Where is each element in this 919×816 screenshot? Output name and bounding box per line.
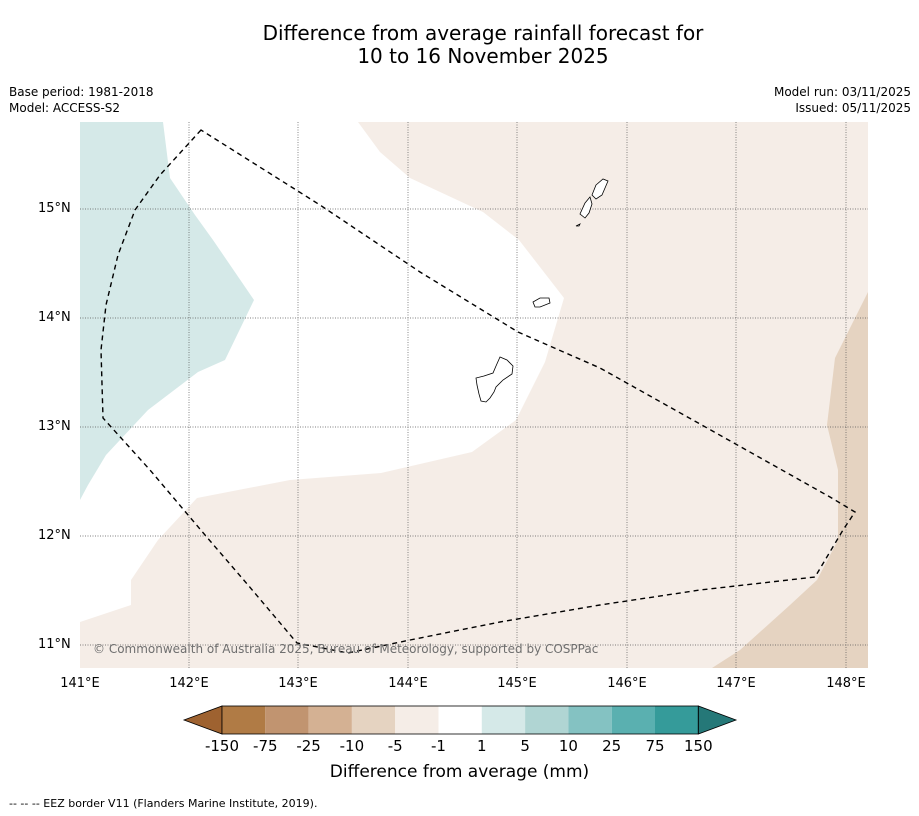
base-period: Base period: 1981-2018 [9,85,154,99]
lat-label-15n: 15°N [38,201,71,216]
model-name: Model: ACCESS-S2 [9,101,121,115]
islands [475,178,609,403]
colorbar-extend-high [697,705,738,735]
colorbar [182,705,738,735]
title-line-1: Difference from average rainfall forecas… [262,21,704,45]
colorbar-tick-label: 1 [477,737,487,755]
colorbar-swatch [568,706,612,734]
map-canvas [80,122,868,668]
colorbar-outline [221,705,699,735]
colorbar-tick-label: 150 [683,737,713,755]
map-title: Difference from average rainfall forecas… [0,22,919,68]
colorbar-swatch [611,706,655,734]
colorbar-swatch [351,706,396,734]
colorbar-tick-label: -150 [204,737,240,755]
colorbar-extend-low [182,705,223,735]
lon-label-141e: 141°E [60,676,100,691]
title-line-2: 10 to 16 November 2025 [357,44,609,68]
lon-label-142e: 142°E [169,676,209,691]
region-minus5-to-minus10 [712,292,868,668]
island-aguijan [575,223,581,227]
lat-label-12n: 12°N [38,528,71,543]
lat-label-13n: 13°N [38,419,71,434]
colorbar-swatch [222,706,266,734]
lon-label-144e: 144°E [388,676,428,691]
colorbar-swatch [395,706,439,734]
colorbar-title: Difference from average (mm) [329,762,590,782]
region-minus1-to-minus5-east [80,122,868,668]
lat-label-11n: 11°N [38,637,71,652]
graticule [80,122,868,668]
colorbar-swatch [438,706,482,734]
colorbar-tick-label: 25 [602,737,622,755]
lon-label-143e: 143°E [278,676,318,691]
meta-left: Base period: 1981-2018 Model: ACCESS-S2 [9,84,154,116]
model-run: Model run: 03/11/2025 [773,85,911,99]
colorbar-tick-label: -75 [253,737,278,755]
colorbar-swatch [265,706,309,734]
eez-border [100,129,856,654]
colorbar-swatch [308,706,352,734]
lon-label-148e: 148°E [826,676,866,691]
lon-label-146e: 146°E [607,676,647,691]
issued-date: Issued: 05/11/2025 [795,101,911,115]
island-tinian [579,196,593,219]
island-guam [475,356,514,403]
lon-label-145e: 145°E [497,676,537,691]
colorbar-tick-label: 10 [558,737,578,755]
lat-label-14n: 14°N [38,310,71,325]
region-1-to-5-west [80,122,254,500]
island-rota [532,297,551,308]
colorbar-tick-label: 75 [645,737,665,755]
eez-footnote: -- -- -- EEZ border V11 (Flanders Marine… [9,797,318,810]
lon-label-147e: 147°E [716,676,756,691]
colorbar-tick-label: -25 [296,737,321,755]
colorbar-swatch [655,706,699,734]
colorbar-tick-label: -5 [387,737,403,755]
colorbar-swatch [481,706,526,734]
map-copyright: © Commonwealth of Australia 2025, Bureau… [93,642,598,656]
colorbar-tick-label: -1 [431,737,446,755]
island-saipan [591,178,609,200]
meta-right: Model run: 03/11/2025 Issued: 05/11/2025 [774,84,911,116]
colorbar-tick-label: 5 [520,737,530,755]
colorbar-swatch [525,706,569,734]
colorbar-tick-label: -10 [339,737,365,755]
